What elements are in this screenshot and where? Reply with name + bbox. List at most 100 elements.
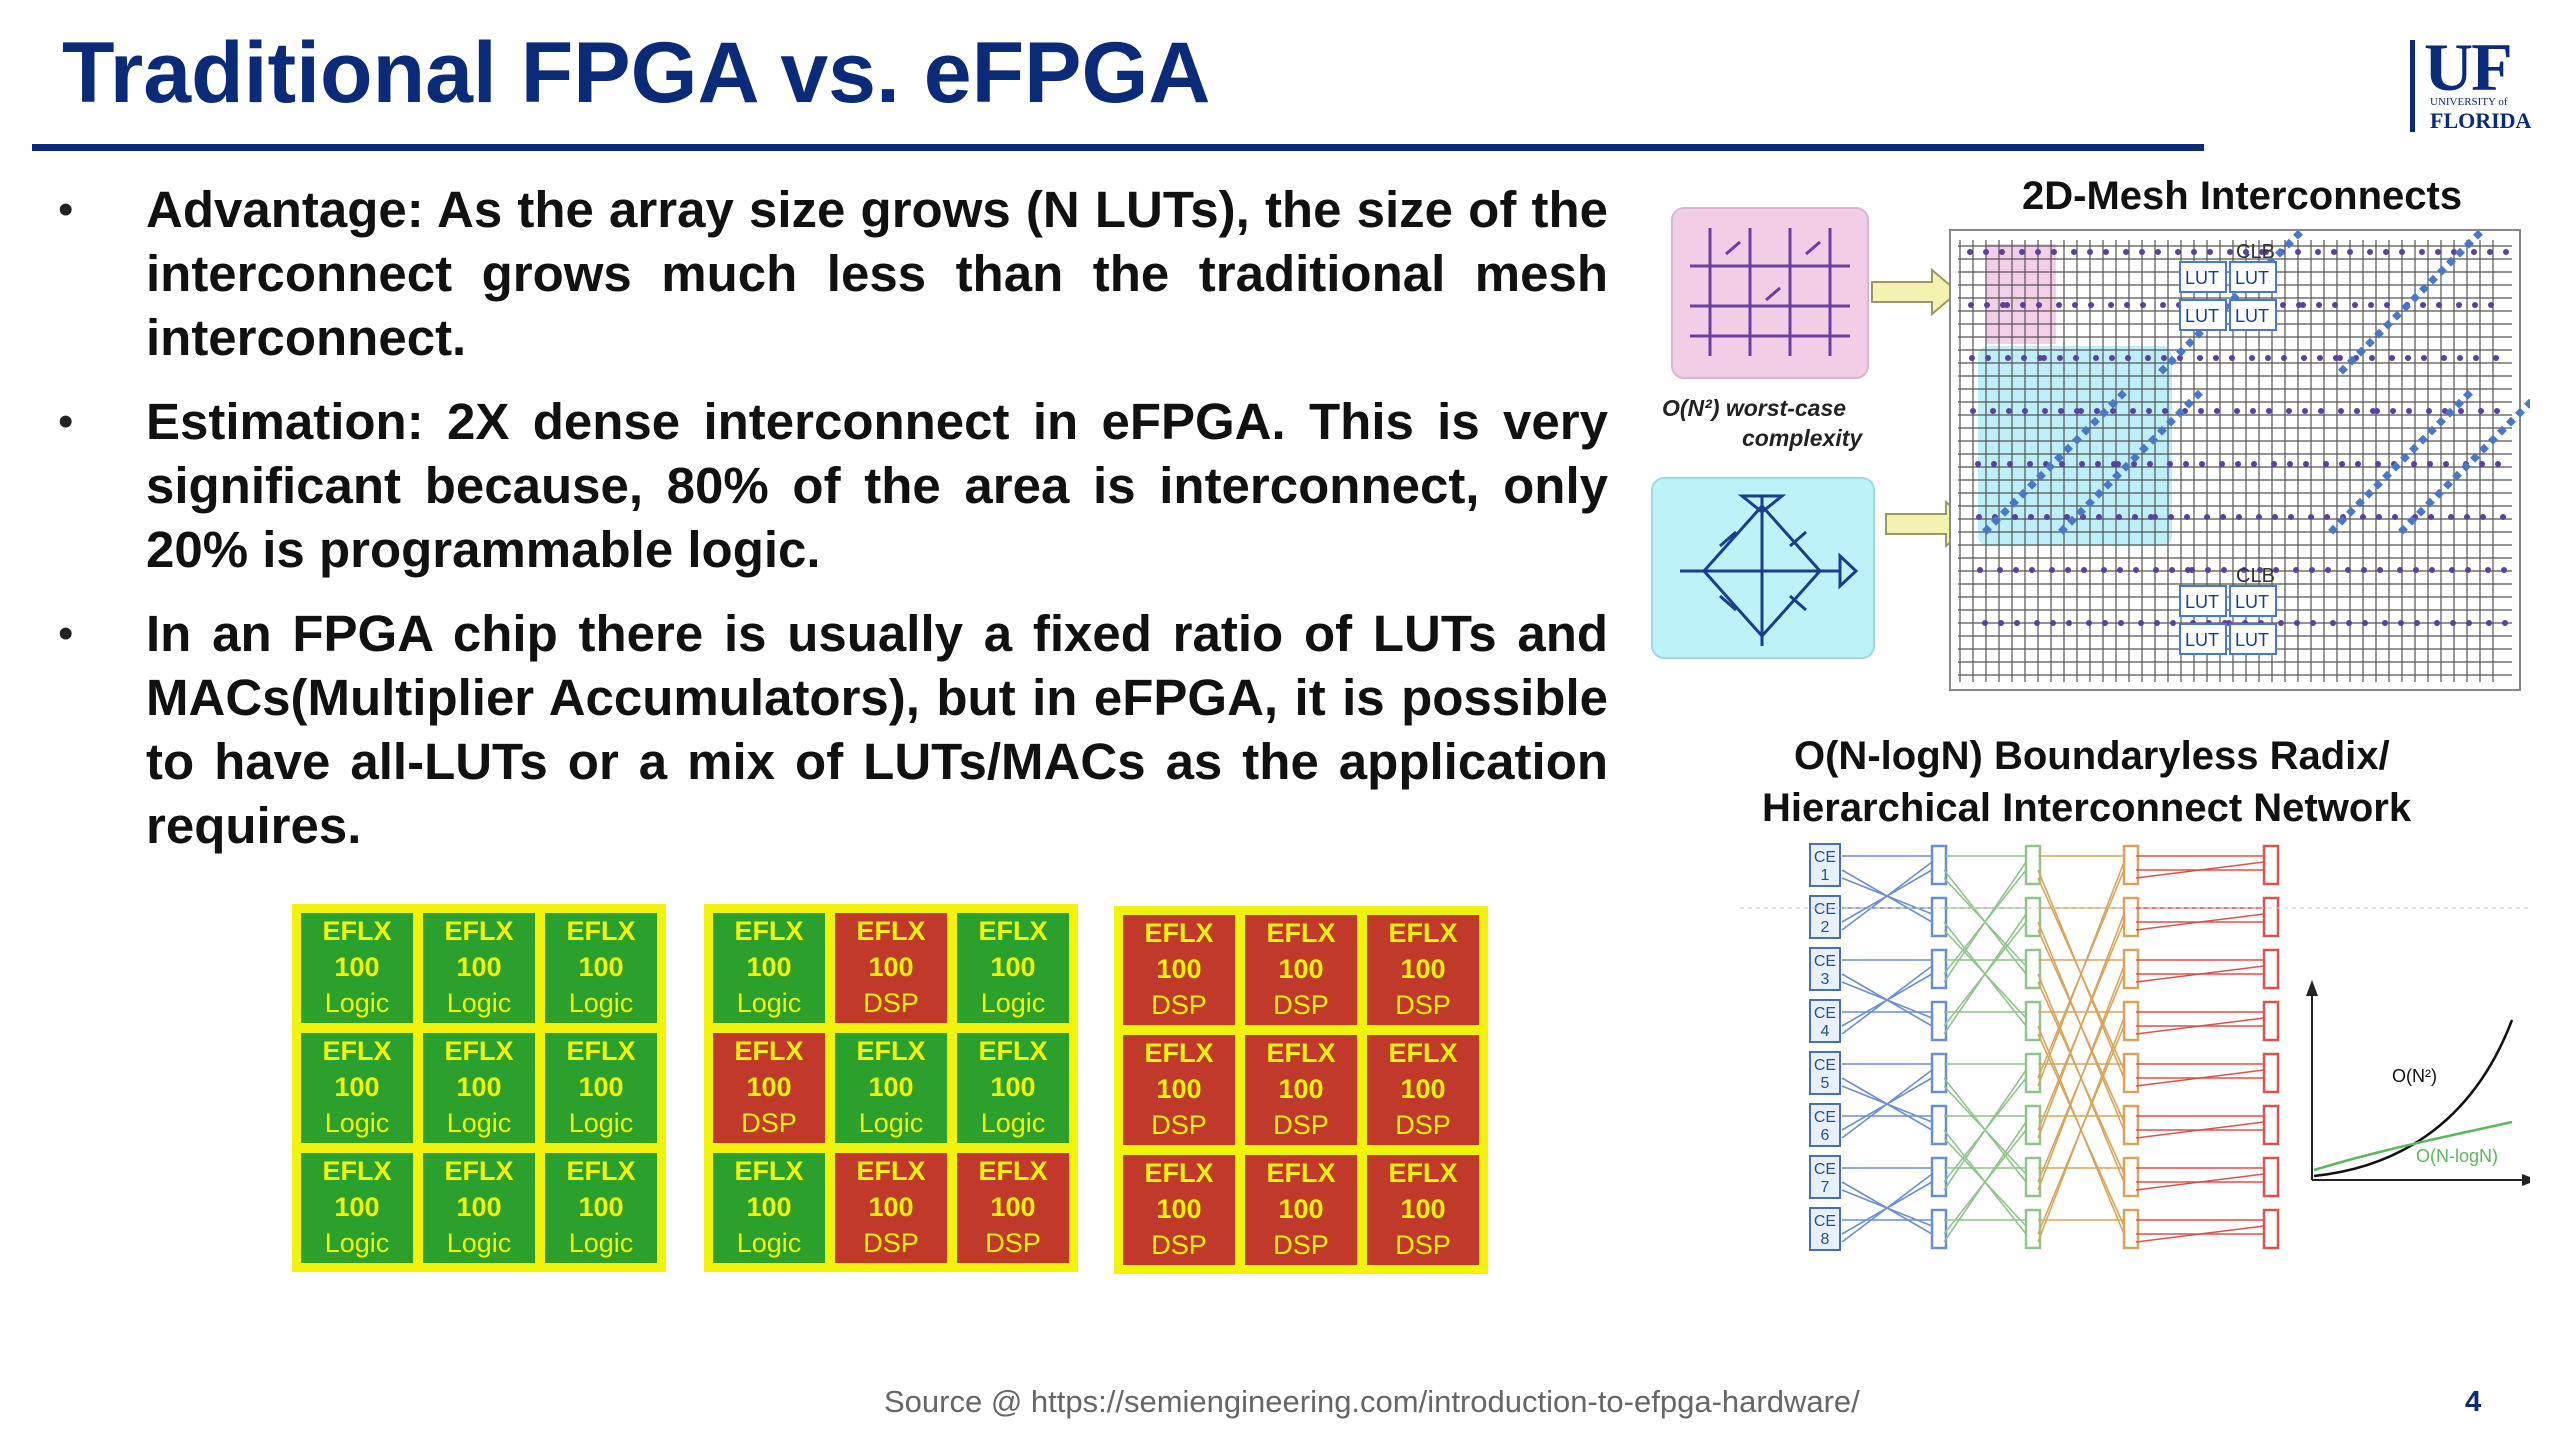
eflx-cell: EFLX 100 DSP <box>953 1149 1073 1267</box>
ce-label-num: 4 <box>1821 1023 1830 1040</box>
eflx-cell-text: DSP <box>1273 1110 1329 1140</box>
complexity-label-2: complexity <box>1742 425 1863 451</box>
eflx-cell: EFLX 100 DSP <box>831 909 951 1027</box>
switch-box-cyan <box>1651 477 1875 659</box>
network-title-2: Hierarchical Interconnect Network <box>1762 786 2412 830</box>
eflx-cell-text: 100 <box>456 1072 501 1102</box>
ce-label: CE <box>1814 849 1836 866</box>
ce-label-num: 6 <box>1821 1127 1830 1144</box>
eflx-cell-text: 100 <box>1400 954 1445 984</box>
eflx-cell-text: 100 <box>1156 1074 1201 1104</box>
eflx-cell: EFLX 100 Logic <box>297 909 417 1027</box>
eflx-cell-text: DSP <box>1395 1230 1451 1260</box>
eflx-cell-text: 100 <box>456 1192 501 1222</box>
eflx-grid-1: EFLX100LogicEFLX100LogicEFLX100LogicEFLX… <box>292 904 666 1272</box>
eflx-cell: EFLX 100 DSP <box>1363 1151 1483 1269</box>
lut-label: LUT <box>2235 268 2269 288</box>
slide-title: Traditional FPGA vs. eFPGA <box>62 25 1211 121</box>
eflx-cell-text: EFLX <box>444 916 513 946</box>
eflx-cell-text: EFLX <box>978 916 1047 946</box>
ce-label-num: 3 <box>1821 971 1830 988</box>
eflx-grid-2: EFLX 100 Logic EFLX 100 DSP EFLX 100 Logic EFLX 10… <box>704 904 1078 1272</box>
eflx-cell-text: EFLX <box>566 1036 635 1066</box>
eflx-cell-text: Logic <box>737 988 802 1018</box>
switch-box-pink <box>1671 207 1869 379</box>
switch-column-2 <box>2024 844 2042 1250</box>
eflx-cell-text: EFLX <box>1266 1038 1335 1068</box>
eflx-cell-text: EFLX <box>322 1036 391 1066</box>
eflx-cell-text: 100 <box>746 952 791 982</box>
clb-label-top: CLB <box>2236 241 2275 263</box>
eflx-cell-text: DSP <box>1151 1110 1207 1140</box>
eflx-cell: EFLX 100 DSP <box>1363 1031 1483 1149</box>
growth-curves: O(N²) O(N-logN) <box>2306 980 2530 1186</box>
eflx-cell-text: EFLX <box>1144 1158 1213 1188</box>
ce-label-num: 5 <box>1821 1075 1830 1092</box>
ce-label: CE <box>1814 1057 1836 1074</box>
eflx-cell-text: EFLX <box>1144 1038 1213 1068</box>
title-underline <box>32 144 2204 151</box>
eflx-cell-text: Logic <box>569 1108 634 1138</box>
eflx-cell: EFLX 100 DSP <box>1241 1151 1361 1269</box>
clb-label-bottom: CLB <box>2236 565 2275 587</box>
bullet-ratio: In an FPGA chip there is usually a fixed… <box>58 602 1608 858</box>
network-stage-3 <box>2037 855 2125 1243</box>
lut-label: LUT <box>2235 592 2269 612</box>
bullet-advantage: Advantage: As the array size grows (N LU… <box>58 178 1608 370</box>
eflx-cell-text: EFLX <box>856 916 925 946</box>
eflx-cell-text: EFLX <box>856 1036 925 1066</box>
ce-label: CE <box>1814 1109 1836 1126</box>
eflx-cell-text: Logic <box>325 988 390 1018</box>
eflx-cell-text: 100 <box>578 952 623 982</box>
eflx-cell: EFLX 100 Logic <box>297 1149 417 1267</box>
eflx-cell: EFLX 100 Logic <box>297 1029 417 1147</box>
ce-label-num: 7 <box>1821 1179 1830 1196</box>
logo-uf: UF <box>2424 29 2513 105</box>
ce-label-num: 8 <box>1821 1231 1830 1248</box>
ce-box <box>1809 1207 1841 1251</box>
eflx-cell-text: EFLX <box>734 1156 803 1186</box>
eflx-cell: EFLX 100 Logic <box>953 909 1073 1027</box>
network-stage-4 <box>2135 855 2265 1243</box>
eflx-cell: EFLX 100 Logic <box>831 1029 951 1147</box>
ce-label: CE <box>1814 1161 1836 1178</box>
eflx-cell: EFLX 100 Logic <box>709 1149 829 1267</box>
eflx-cell-text: EFLX <box>444 1036 513 1066</box>
eflx-cell-text: 100 <box>868 1072 913 1102</box>
eflx-cell-text: EFLX <box>978 1156 1047 1186</box>
ce-label: CE <box>1814 1213 1836 1230</box>
eflx-cell: EFLX 100 Logic <box>419 1029 539 1147</box>
clb-top: CLB LUT LUT LUT LUT <box>2179 241 2277 331</box>
curve-nlogn <box>2313 1120 2513 1172</box>
mesh-diagonals <box>1982 229 2530 535</box>
eflx-cell-text: EFLX <box>1388 1038 1457 1068</box>
eflx-cell-text: EFLX <box>1266 1158 1335 1188</box>
eflx-cell-text: Logic <box>737 1228 802 1258</box>
eflx-cell-text: DSP <box>1151 1230 1207 1260</box>
label-n2: O(N²) <box>2392 1066 2437 1086</box>
bullet-list: Advantage: As the array size grows (N LU… <box>58 178 1608 878</box>
network-title-1: O(N-logN) Boundaryless Radix/ <box>1794 734 2390 778</box>
eflx-cell-text: DSP <box>985 1228 1041 1258</box>
eflx-cell-text: 100 <box>746 1192 791 1222</box>
eflx-cell-text: 100 <box>334 1192 379 1222</box>
mesh-title: 2D-Mesh Interconnects <box>2022 174 2463 218</box>
eflx-cell-text: Logic <box>447 988 512 1018</box>
logo-bar <box>2410 40 2415 132</box>
eflx-cell: EFLX 100 DSP <box>1241 911 1361 1029</box>
eflx-cell-text: 100 <box>990 952 1035 982</box>
eflx-cell-text: Logic <box>981 988 1046 1018</box>
eflx-cell-text: 100 <box>334 952 379 982</box>
eflx-cell-text: EFLX <box>322 1156 391 1186</box>
eflx-cell-text: 100 <box>1278 954 1323 984</box>
mesh-array <box>1949 229 2530 691</box>
eflx-cell-text: DSP <box>863 988 919 1018</box>
eflx-cell-text: EFLX <box>566 1156 635 1186</box>
eflx-cell-text: EFLX <box>978 1036 1047 1066</box>
eflx-cell-text: 100 <box>1156 1194 1201 1224</box>
ce-box <box>1809 1051 1841 1095</box>
label-nlogn: O(N-logN) <box>2416 1146 2498 1166</box>
eflx-cell-text: DSP <box>1395 990 1451 1020</box>
ce-label-num: 2 <box>1821 919 1830 936</box>
